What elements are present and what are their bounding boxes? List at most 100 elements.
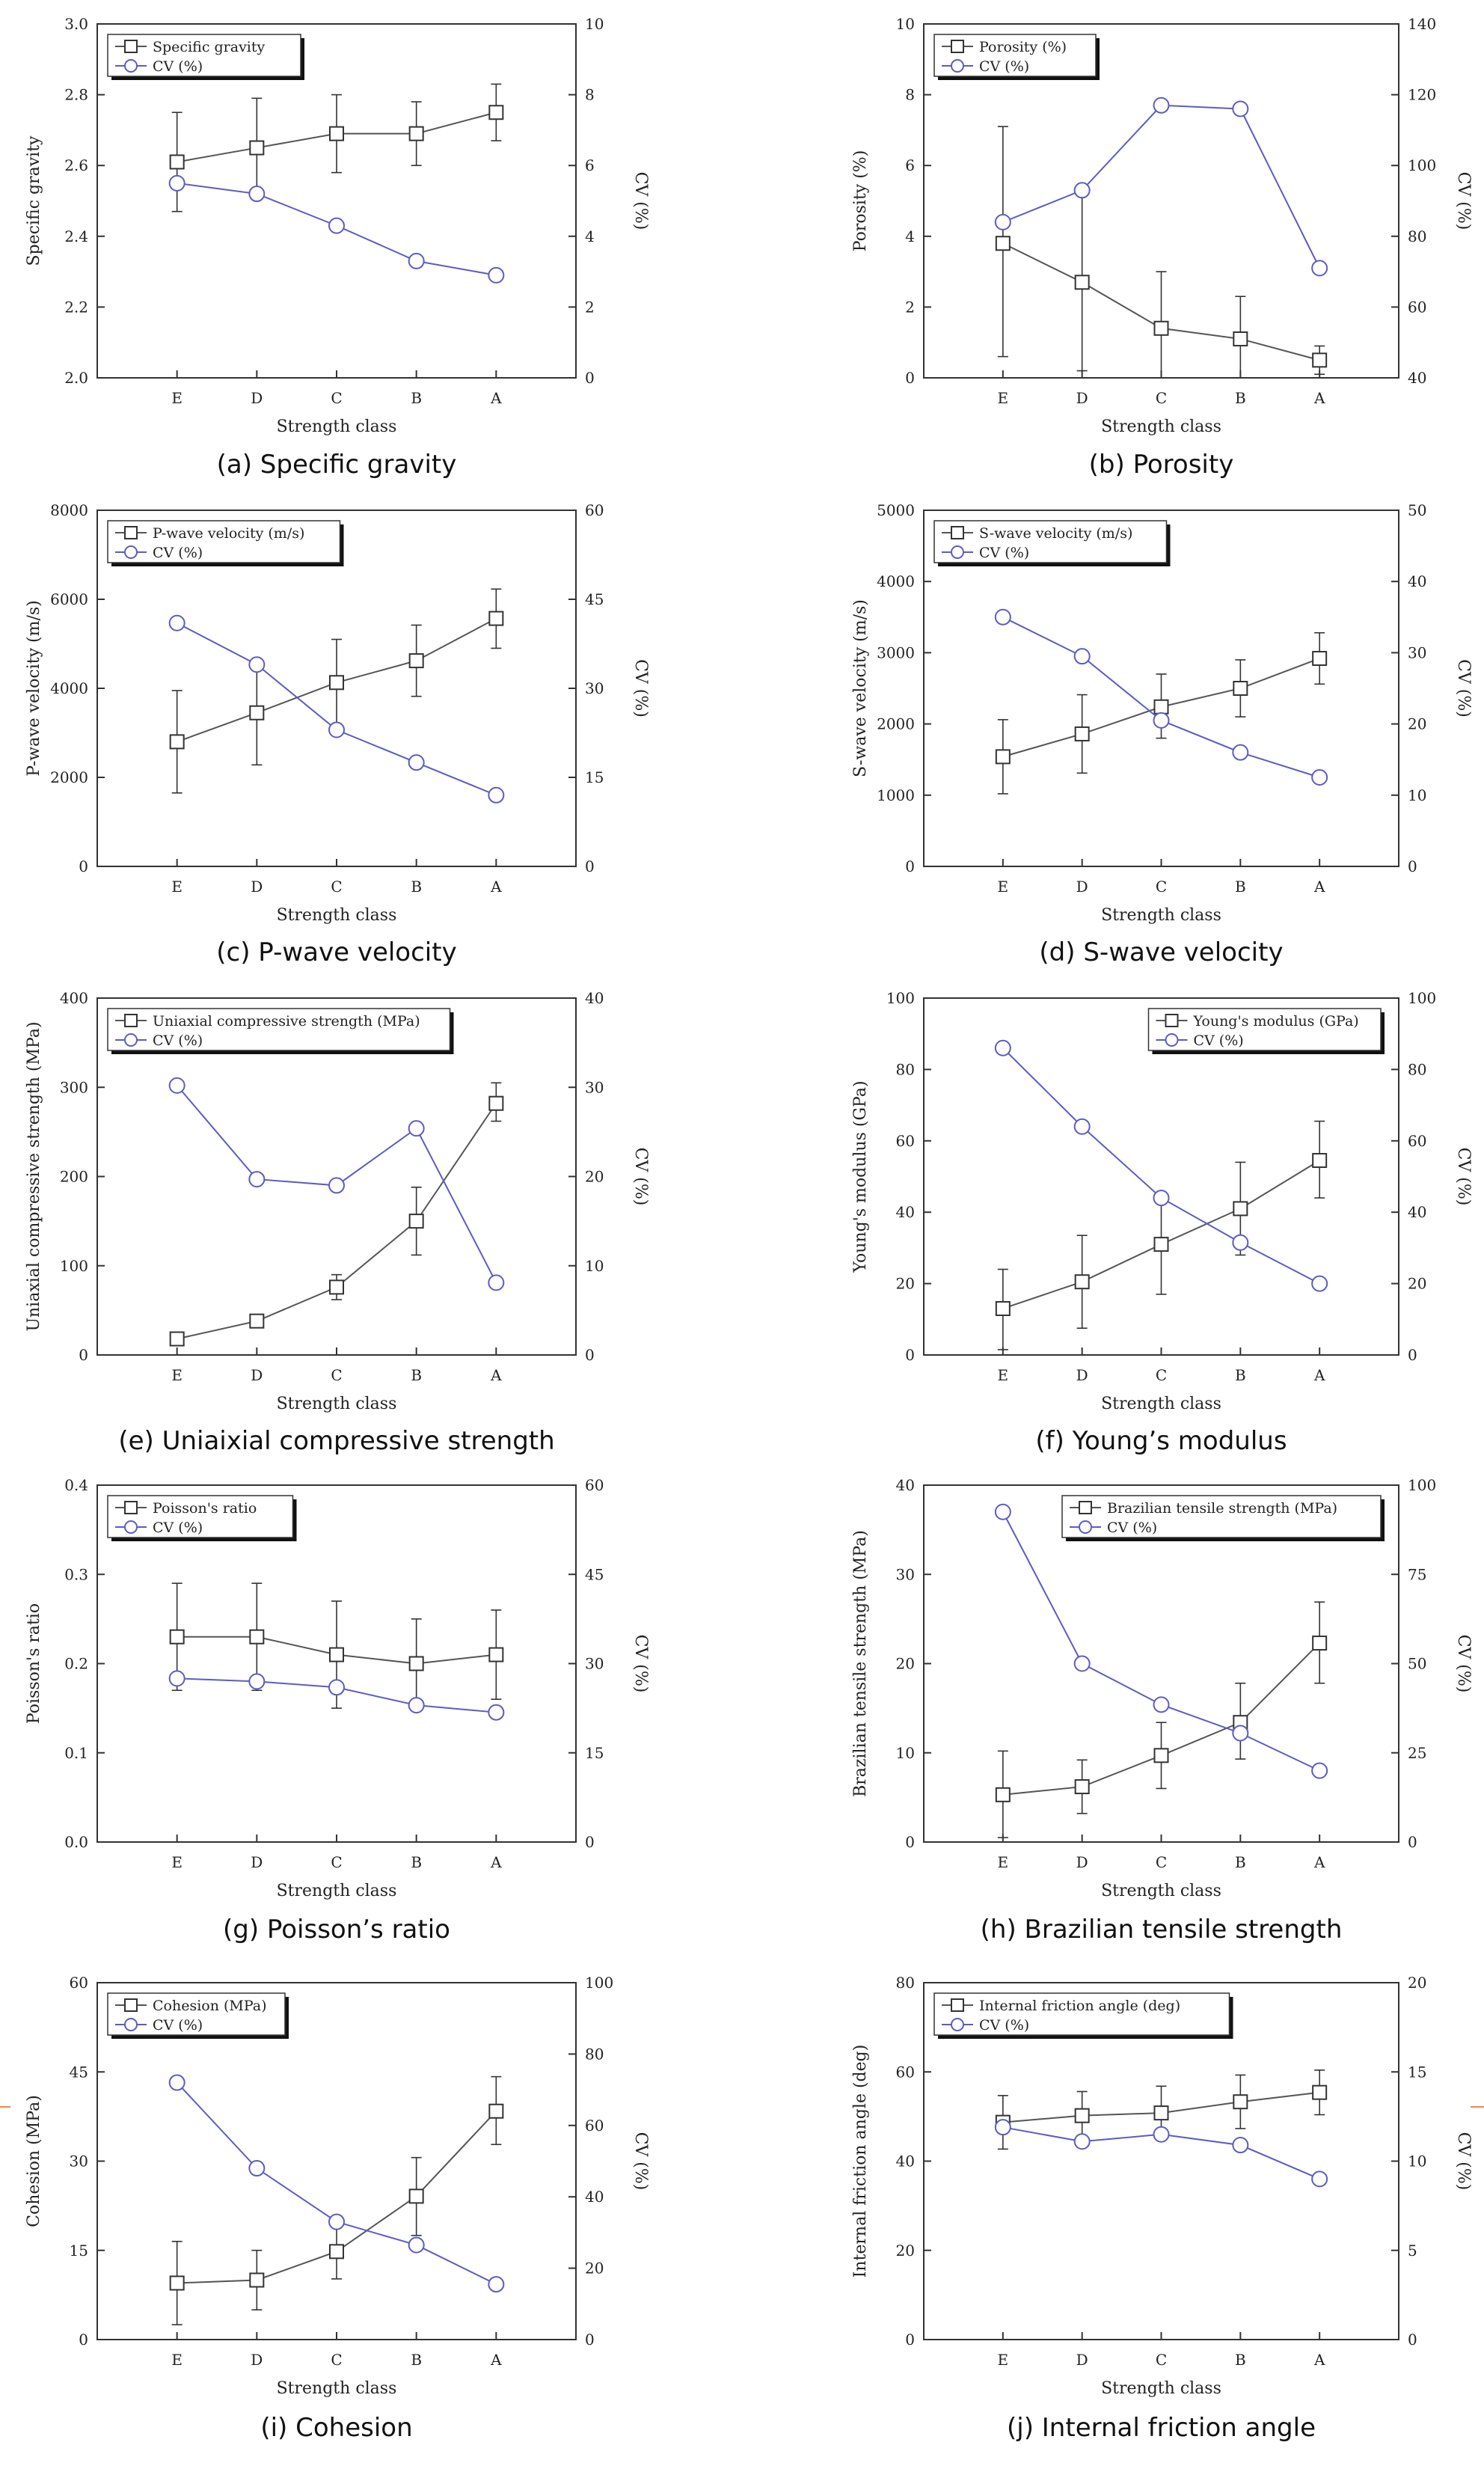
right-tick-label: 8 (585, 86, 595, 104)
left-tick-label: 8 (905, 86, 915, 104)
property-marker (249, 1629, 265, 1645)
left-tick-label: 60 (896, 1132, 915, 1150)
right-tick-label: 10 (585, 1257, 604, 1275)
right-tick-label: 15 (585, 768, 604, 786)
legend-circle-marker (124, 545, 138, 559)
left-tick-label: 8000 (50, 501, 88, 519)
y2-axis-title: CV (%) (1454, 1635, 1473, 1693)
legend-square-marker (951, 526, 964, 539)
y2-axis-title: CV (%) (631, 172, 650, 230)
cv-marker (248, 1171, 266, 1188)
right-tick-label: 50 (1408, 501, 1426, 519)
property-marker (1312, 2084, 1328, 2100)
cv-marker (1311, 2170, 1328, 2188)
property-marker (1074, 2108, 1090, 2123)
right-tick-label: 0 (585, 1833, 595, 1851)
x-tick-label: E (998, 1853, 1009, 1871)
y-axis-title: Specific gravity (25, 135, 43, 266)
property-marker (1153, 2105, 1169, 2121)
property-marker (995, 749, 1011, 765)
right-tick-label: 60 (585, 1476, 604, 1494)
property-series-line (177, 1103, 497, 1340)
right-tick-label: 50 (1408, 1655, 1426, 1673)
right-tick-label: 80 (585, 2045, 604, 2063)
cv-marker (488, 786, 505, 804)
cv-marker (994, 1503, 1011, 1520)
property-marker (408, 2188, 424, 2204)
chart-caption: (e) Uniaixial compressive strength (118, 1426, 554, 1456)
property-marker (995, 1787, 1011, 1802)
legend-circle-marker (1079, 1520, 1092, 1534)
x-tick-label: A (490, 1853, 502, 1871)
x-tick-label: E (171, 1366, 183, 1384)
right-tick-label: 60 (585, 2117, 604, 2135)
property-marker (408, 1656, 424, 1671)
legend-box (1061, 1495, 1382, 1538)
left-tick-label: 300 (60, 1078, 88, 1096)
x-axis-title: Strength class (277, 2379, 397, 2398)
x-tick-label: B (411, 2351, 422, 2369)
cv-marker (1311, 260, 1328, 277)
left-tick-label: 2.0 (64, 369, 88, 387)
cv-marker (1153, 712, 1170, 729)
left-tick-label: 3.0 (64, 15, 88, 33)
chart-caption: (f) Young’s modulus (1035, 1426, 1287, 1456)
cv-marker (994, 2119, 1011, 2136)
right-tick-label: 10 (1408, 786, 1426, 804)
right-tick-label: 0 (1408, 1833, 1417, 1851)
x-tick-label: D (251, 878, 263, 896)
y-axis-title: Internal friction angle (deg) (851, 2045, 870, 2278)
legend-label: CV (%) (1194, 1032, 1244, 1049)
left-tick-label: 0.4 (64, 1476, 88, 1494)
legend-box (107, 1495, 294, 1538)
property-marker (488, 2103, 504, 2119)
x-tick-label: A (490, 1366, 502, 1384)
legend-circle-marker (951, 59, 964, 73)
property-marker (169, 734, 185, 750)
x-tick-label: D (251, 1366, 263, 1384)
left-tick-label: 45 (70, 2063, 88, 2081)
legend-label: Cohesion (MPa) (153, 1998, 267, 2014)
chart-c: 0 2000 4000 6000 8000 0 15 30 45 60 E D C B A Strength … (25, 501, 650, 967)
right-tick-label: 100 (1408, 989, 1436, 1007)
x-tick-label: A (490, 389, 502, 407)
cv-marker (248, 656, 266, 673)
cv-marker (248, 2160, 266, 2177)
legend-label: CV (%) (153, 58, 203, 75)
x-tick-label: C (331, 1853, 342, 1871)
legend-circle-marker (124, 1520, 138, 1534)
cv-marker (168, 174, 186, 192)
y-axis-title: P-wave velocity (m/s) (25, 600, 43, 777)
cv-marker (408, 1697, 425, 1714)
right-tick-label: 15 (585, 1744, 604, 1762)
left-tick-label: 10 (896, 1744, 915, 1762)
left-tick-label: 80 (896, 1060, 915, 1078)
right-tick-label: 80 (1408, 1060, 1426, 1078)
left-tick-label: 100 (886, 989, 915, 1007)
x-tick-label: D (1076, 1366, 1088, 1384)
x-tick-label: A (490, 2351, 502, 2369)
x-tick-label: A (1313, 389, 1325, 407)
property-marker (169, 154, 185, 170)
legend: S-wave velocity (m/s) CV (%) (933, 520, 1171, 566)
x-tick-label: A (1313, 1366, 1325, 1384)
x-axis-title: Strength class (1101, 2379, 1221, 2398)
left-tick-label: 2000 (50, 768, 88, 786)
left-tick-label: 40 (896, 2153, 915, 2170)
legend-label: S-wave velocity (m/s) (979, 525, 1132, 542)
legend-box (107, 520, 341, 563)
property-marker (249, 705, 265, 721)
left-tick-label: 0.1 (64, 1744, 88, 1762)
x-tick-label: C (1156, 2351, 1167, 2369)
cv-marker (1073, 2133, 1091, 2150)
cv-marker (408, 754, 425, 771)
cv-marker (1232, 1234, 1249, 1251)
left-tick-label: 0 (905, 369, 915, 387)
x-tick-label: E (998, 878, 1009, 896)
legend-square-marker (951, 1998, 964, 2012)
y-axis-title: Porosity (%) (851, 150, 870, 252)
right-tick-label: 0 (585, 2331, 595, 2349)
x-tick-label: A (1313, 1853, 1325, 1871)
x-tick-label: E (171, 389, 183, 407)
